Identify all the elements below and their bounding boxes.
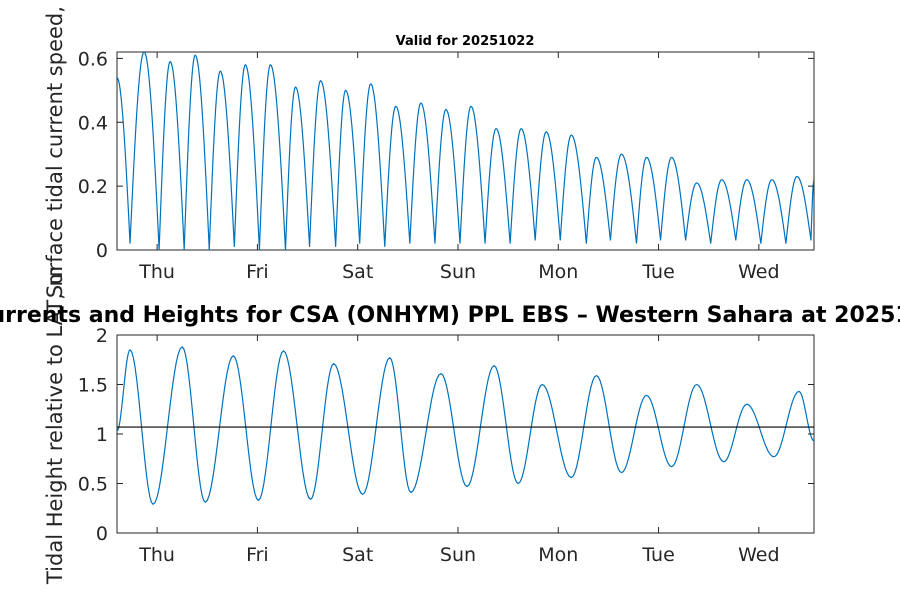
chart-title: Valid for 20251022 xyxy=(396,34,535,49)
x-tick-label: Wed xyxy=(738,544,779,566)
x-tick-label: Thu xyxy=(138,544,175,566)
y-tick-label: 0.2 xyxy=(78,176,108,198)
plot-area xyxy=(116,334,815,534)
x-tick-label: Thu xyxy=(138,261,175,283)
y-axis-label: Tidal Height relative to LAT, m xyxy=(43,266,67,585)
y-tick-label: 2 xyxy=(96,325,108,347)
tidal-height-chart: 0 0.5 1 1.5 2 Thu Fri Sat Sun Mon Tue Wed Tidal Hei… xyxy=(0,266,900,585)
x-tick-label: Sat xyxy=(342,261,373,283)
x-tick-label: Mon xyxy=(538,261,578,283)
y-tick-label: 1 xyxy=(96,424,108,446)
current-speed-chart: Valid for 20251022 0 0.2 0.4 0.6 Thu Fri Sat Su… xyxy=(43,0,815,298)
y-tick-label: 1.5 xyxy=(78,375,108,397)
y-tick-label: 0.4 xyxy=(78,112,108,134)
y-tick-label: 0 xyxy=(96,523,108,545)
y-axis-label: Surface tidal current speed, knots xyxy=(43,0,67,298)
x-tick-label: Tue xyxy=(641,544,674,566)
y-tick-label: 0.5 xyxy=(78,474,108,496)
x-tick-label: Mon xyxy=(538,544,578,566)
x-tick-label: Fri xyxy=(246,261,269,283)
y-tick-label: 0 xyxy=(96,240,108,262)
x-tick-label: Sat xyxy=(342,544,373,566)
current-speed-line xyxy=(117,52,814,250)
tidal-height-line xyxy=(117,346,814,506)
x-tick-label: Sun xyxy=(440,544,476,566)
chart-title: Currents and Heights for CSA (ONHYM) PPL… xyxy=(0,303,900,328)
x-tick-label: Sun xyxy=(440,261,476,283)
x-tick-label: Wed xyxy=(738,261,779,283)
y-tick-label: 0.6 xyxy=(78,48,108,70)
x-tick-label: Tue xyxy=(641,261,674,283)
x-tick-label: Fri xyxy=(246,544,269,566)
